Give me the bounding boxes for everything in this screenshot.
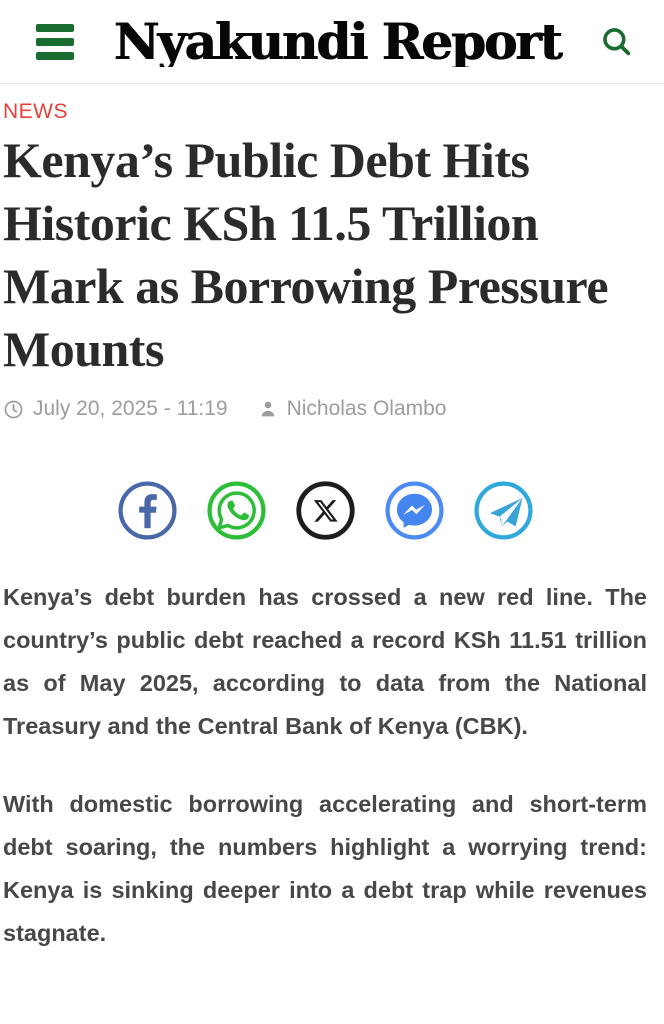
messenger-icon [384,481,444,540]
share-row [3,481,647,540]
article-meta: July 20, 2025 - 11:19 Nicholas Olambo [3,397,647,421]
telegram-icon [473,481,533,540]
person-icon [261,401,274,417]
hamburger-icon [36,23,74,60]
share-messenger-button[interactable] [384,481,444,540]
published-date: July 20, 2025 - 11:19 [3,397,228,421]
clock-icon [4,400,23,419]
paragraph: With domestic borrowing accelerating and… [3,791,647,947]
site-header: Nyakundi Report [0,0,664,84]
published-date-text: July 20, 2025 - 11:19 [33,397,228,421]
search-button[interactable] [600,25,634,59]
article-body: Kenya’s debt burden has crossed a new re… [3,576,647,955]
x-icon [295,481,355,540]
hamburger-menu-button[interactable] [36,23,74,60]
share-facebook-button[interactable] [117,481,177,540]
share-whatsapp-button[interactable] [206,481,266,540]
paragraph: Kenya’s debt burden has crossed a new re… [3,584,647,740]
article-title: Kenya’s Public Debt Hits Historic KSh 11… [3,132,609,378]
author-name: Nicholas Olambo [286,397,447,421]
site-logo[interactable]: Nyakundi Report [113,16,563,67]
share-telegram-button[interactable] [473,481,533,540]
facebook-icon [117,481,177,540]
whatsapp-icon [206,481,266,540]
article: NEWS Kenya’s Public Debt Hits Historic K… [0,84,664,955]
category-link-news[interactable]: NEWS [3,100,68,123]
search-icon [603,27,631,55]
share-x-button[interactable] [295,481,355,540]
article-author: Nicholas Olambo [258,397,447,421]
